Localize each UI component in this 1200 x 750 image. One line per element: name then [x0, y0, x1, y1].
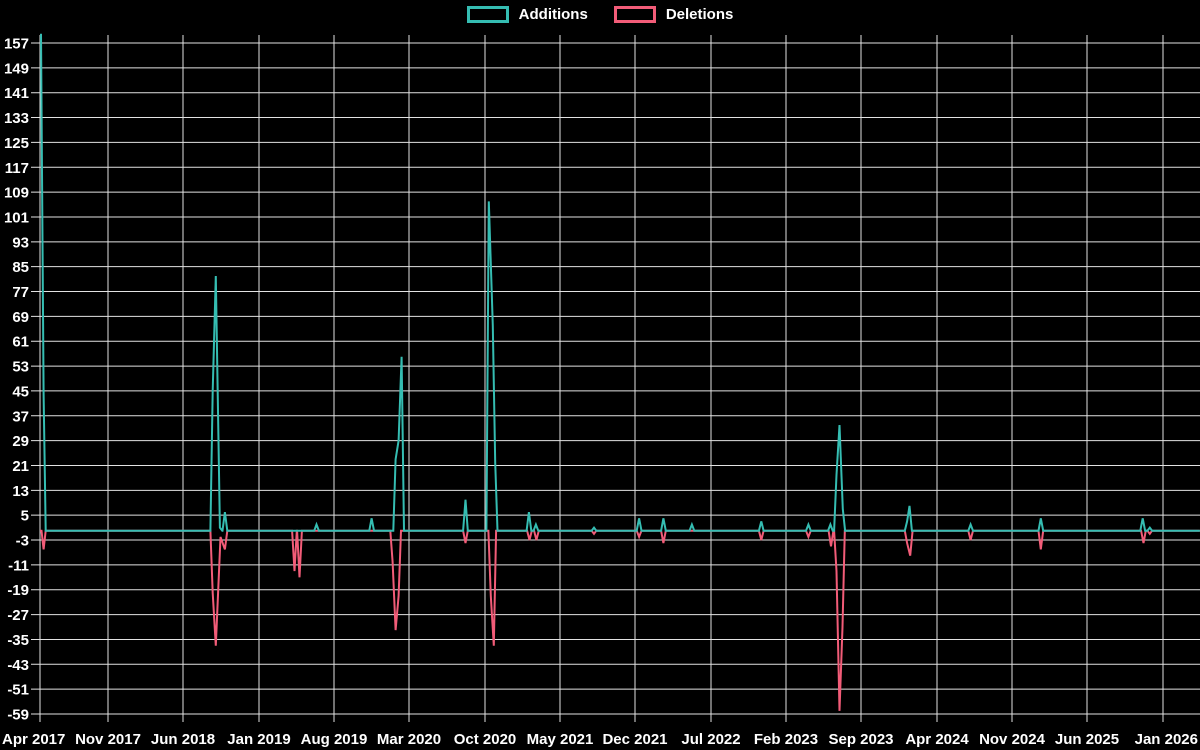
- y-tick-label: 45: [12, 383, 29, 400]
- x-tick-label: Sep 2023: [828, 731, 893, 748]
- y-tick-label: 29: [12, 433, 29, 450]
- y-tick-label: -35: [7, 632, 29, 649]
- x-tick-label: Nov 2017: [75, 731, 141, 748]
- y-tick-label: -43: [7, 657, 29, 674]
- y-tick-label: 125: [4, 135, 29, 152]
- y-tick-label: 69: [12, 309, 29, 326]
- y-tick-label: -59: [7, 707, 29, 724]
- y-tick-label: 37: [12, 408, 29, 425]
- y-tick-label: -3: [16, 533, 29, 550]
- y-tick-label: -19: [7, 582, 29, 599]
- y-tick-label: 157: [4, 36, 29, 53]
- y-tick-label: 5: [21, 508, 29, 525]
- x-tick-label: Jan 2026: [1135, 731, 1198, 748]
- y-tick-label: 101: [4, 209, 29, 226]
- y-tick-label: 93: [12, 234, 29, 251]
- x-tick-label: Jan 2019: [227, 731, 290, 748]
- y-tick-label: -11: [8, 557, 29, 574]
- x-tick-label: Feb 2023: [754, 731, 818, 748]
- x-tick-label: Dec 2021: [602, 731, 667, 748]
- x-tick-label: Aug 2019: [301, 731, 368, 748]
- x-tick-label: Jul 2022: [681, 731, 740, 748]
- deletions-line: [40, 529, 1200, 711]
- y-tick-label: 149: [4, 60, 29, 77]
- x-tick-label: Jun 2018: [151, 731, 215, 748]
- y-tick-label: 53: [12, 359, 29, 376]
- x-tick-label: Apr 2017: [2, 731, 65, 748]
- additions-line: [40, 33, 1200, 532]
- y-tick-label: 85: [12, 259, 29, 276]
- x-tick-label: Mar 2020: [377, 731, 441, 748]
- y-tick-label: 117: [5, 160, 29, 177]
- x-tick-label: Apr 2024: [905, 731, 969, 748]
- y-tick-label: 77: [12, 284, 29, 301]
- x-tick-label: Nov 2024: [979, 731, 1046, 748]
- y-tick-label: 13: [12, 483, 29, 500]
- x-tick-label: Jun 2025: [1055, 731, 1119, 748]
- y-tick-label: 109: [4, 185, 29, 202]
- x-tick-label: Oct 2020: [454, 731, 517, 748]
- x-tick-label: May 2021: [527, 731, 594, 748]
- y-tick-label: 21: [12, 458, 29, 475]
- y-tick-label: 61: [12, 334, 29, 351]
- y-tick-label: -51: [7, 682, 29, 699]
- y-tick-label: -27: [7, 607, 29, 624]
- y-tick-label: 141: [4, 85, 29, 102]
- y-tick-label: 133: [4, 110, 29, 127]
